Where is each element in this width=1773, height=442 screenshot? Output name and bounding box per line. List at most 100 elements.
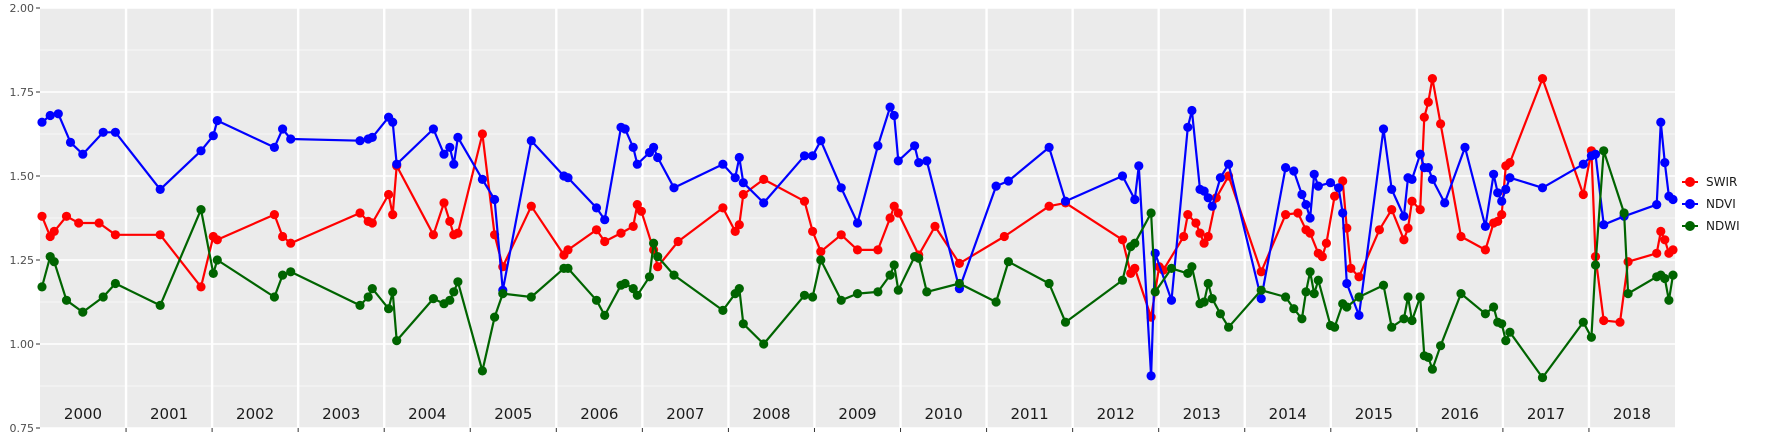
year-label: 2012 — [1097, 405, 1135, 423]
data-point-ndvi — [1187, 105, 1197, 116]
data-point-swir — [893, 208, 903, 218]
data-point-ndwi — [1497, 319, 1507, 329]
data-point-ndvi — [893, 156, 903, 166]
data-point-ndvi — [110, 127, 120, 137]
data-point-ndwi — [1146, 208, 1156, 218]
data-point-ndwi — [738, 319, 748, 329]
legend-item-swir: SWIR — [1682, 175, 1737, 189]
data-point-ndvi — [1044, 142, 1054, 152]
data-point-ndwi — [759, 339, 769, 349]
data-point-ndvi — [1387, 184, 1397, 194]
data-point-swir — [1044, 201, 1054, 211]
data-point-ndvi — [1354, 310, 1364, 320]
data-point-swir — [759, 174, 769, 184]
data-point-ndwi — [893, 285, 903, 295]
data-point-ndwi — [653, 252, 663, 262]
data-point-ndvi — [649, 142, 659, 152]
data-point-swir — [439, 198, 449, 208]
data-point-ndvi — [1493, 188, 1503, 198]
data-point-swir — [1615, 317, 1625, 327]
data-point-swir — [799, 196, 810, 206]
data-point-ndvi — [1480, 221, 1490, 231]
data-point-ndvi — [1256, 294, 1266, 304]
y-tick-label: 0.75 — [10, 422, 35, 435]
data-point-swir — [355, 208, 365, 218]
year-label: 2002 — [236, 405, 274, 423]
legend-label: NDVI — [1706, 197, 1736, 211]
data-point-ndvi — [620, 124, 630, 134]
data-point-swir — [816, 247, 826, 257]
data-point-swir — [477, 129, 487, 139]
data-point-ndvi — [628, 142, 638, 152]
data-point-ndvi — [889, 110, 899, 121]
data-point-swir — [1668, 245, 1678, 255]
data-point-ndvi — [278, 124, 288, 134]
data-point-swir — [1660, 235, 1670, 245]
data-point-swir — [1423, 97, 1433, 107]
x-axis — [125, 428, 1590, 432]
data-point-ndvi — [1501, 184, 1511, 194]
data-point-swir — [1374, 225, 1384, 235]
data-point-ndvi — [1297, 189, 1307, 200]
data-point-ndwi — [269, 292, 279, 302]
data-point-ndvi — [836, 183, 846, 193]
y-tick-label: 1.25 — [10, 254, 35, 267]
data-point-ndvi — [37, 117, 47, 127]
data-point-ndwi — [1044, 278, 1054, 289]
data-point-ndwi — [1166, 263, 1177, 273]
data-point-ndvi — [922, 156, 932, 166]
data-point-swir — [730, 226, 740, 236]
data-point-ndvi — [1660, 158, 1670, 168]
data-point-swir — [632, 200, 642, 210]
data-point-ndwi — [628, 284, 638, 294]
data-point-ndwi — [1281, 292, 1291, 302]
data-point-ndwi — [600, 310, 610, 320]
data-point-ndwi — [49, 257, 59, 267]
data-point-ndwi — [367, 284, 377, 294]
data-point-swir — [1652, 248, 1662, 258]
data-point-swir — [49, 226, 59, 236]
year-labels: 2000 2001 2002 2003 2004 2005 2006 2007 2008 2009… — [64, 405, 1651, 423]
data-point-swir — [616, 228, 626, 238]
y-axis: 0.75 1.00 1.25 1.50 1.75 2.00 — [10, 2, 40, 435]
data-point-ndvi — [1130, 194, 1140, 205]
data-point-ndvi — [885, 102, 895, 112]
data-point-swir — [718, 203, 728, 213]
data-point-ndwi — [1378, 280, 1389, 290]
data-point-ndvi — [367, 132, 377, 142]
data-point-swir — [563, 245, 573, 255]
data-point-ndwi — [1224, 322, 1234, 332]
data-point-ndvi — [1590, 149, 1601, 159]
data-point-ndwi — [1399, 314, 1409, 324]
series-swir — [37, 74, 1678, 327]
data-point-ndwi — [286, 267, 296, 277]
data-point-ndwi — [852, 289, 863, 299]
data-point-swir — [384, 189, 394, 200]
data-point-ndwi — [1664, 295, 1674, 305]
data-point-ndwi — [1619, 208, 1629, 218]
data-point-ndvi — [991, 181, 1001, 191]
data-point-ndwi — [1427, 364, 1437, 374]
data-point-ndvi — [1399, 211, 1409, 221]
data-point-ndvi — [816, 136, 826, 146]
data-point-ndvi — [1166, 295, 1177, 305]
data-point-ndvi — [388, 117, 398, 127]
data-point-ndvi — [526, 136, 536, 146]
data-point-ndvi — [1407, 174, 1417, 184]
data-point-ndwi — [384, 304, 394, 314]
data-point-ndwi — [1203, 278, 1213, 289]
data-point-swir — [873, 245, 883, 255]
data-point-ndvi — [53, 109, 63, 119]
data-point-ndwi — [1207, 294, 1217, 304]
data-point-ndvi — [873, 141, 883, 151]
data-point-swir — [1330, 191, 1340, 201]
data-point-ndwi — [278, 270, 288, 280]
data-point-ndwi — [208, 268, 218, 278]
data-point-ndvi — [734, 152, 744, 163]
data-point-ndvi — [738, 178, 748, 188]
data-point-swir — [852, 245, 863, 255]
data-point-swir — [1480, 245, 1490, 255]
data-point-ndvi — [1003, 176, 1014, 186]
data-point-ndvi — [1117, 171, 1128, 181]
data-point-ndvi — [914, 158, 924, 168]
